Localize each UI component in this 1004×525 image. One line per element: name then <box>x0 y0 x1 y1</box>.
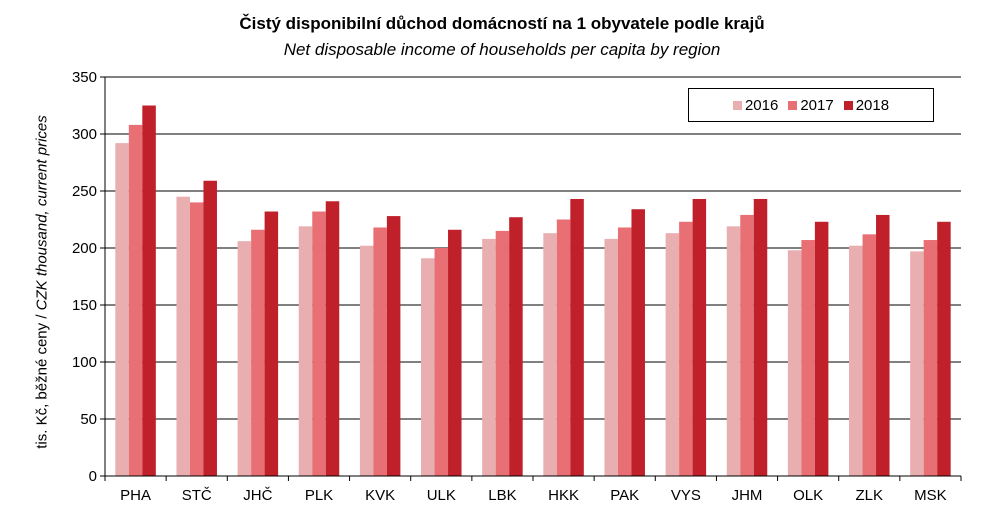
bar-jhč-2018 <box>264 211 279 476</box>
x-tick-label: MSK <box>914 487 947 504</box>
x-tick-label: ULK <box>427 487 456 504</box>
bar-jhm-2016 <box>726 226 741 476</box>
bar-plk-2018 <box>325 201 340 476</box>
bar-lbk-2016 <box>482 238 496 476</box>
bar-pha-2018 <box>142 105 156 476</box>
legend-swatch-2016 <box>732 100 742 110</box>
x-tick-label: HKK <box>548 487 579 504</box>
bar-ulk-2016 <box>421 258 435 476</box>
bar-hkk-2017 <box>556 219 571 476</box>
bar-olk-2018 <box>814 221 829 476</box>
bar-olk-2017 <box>801 240 815 476</box>
bar-hkk-2018 <box>570 198 584 477</box>
y-tick-label: 200 <box>72 240 97 257</box>
x-tick-label: PLK <box>305 487 333 504</box>
y-tick-label: 300 <box>72 126 97 143</box>
axes: 0 50 100 150 200 250 300 350 PHA STČ JHČ PLK KVK ULK L… <box>72 69 962 504</box>
y-tick-label: 250 <box>72 183 97 200</box>
bar-msk-2018 <box>937 221 951 476</box>
bar-jhm-2018 <box>753 198 768 477</box>
y-axis-label: tis. Kč, běžné ceny / CZK thousand, curr… <box>34 115 51 449</box>
bar-pha-2017 <box>128 124 143 476</box>
bar-zlk-2018 <box>876 214 890 476</box>
chart-title: Čistý disponibilní důchod domácností na … <box>239 14 765 33</box>
x-tick-label: VYS <box>671 487 701 504</box>
legend-item-2018: 2018 <box>843 96 890 114</box>
bar-zlk-2017 <box>862 234 877 476</box>
bar-lbk-2017 <box>495 230 510 476</box>
bar-plk-2017 <box>312 211 326 476</box>
legend-label-2016: 2016 <box>744 96 779 114</box>
bar-pak-2017 <box>617 227 632 476</box>
bar-hkk-2016 <box>543 233 557 476</box>
legend: 2016 2017 2018 <box>688 88 934 122</box>
bar-vys-2016 <box>665 233 680 476</box>
x-tick-label: ZLK <box>856 487 884 504</box>
x-tick-label: JHČ <box>243 487 272 504</box>
bars <box>115 105 951 477</box>
y-axis-label-english: CZK thousand, current prices <box>33 115 51 311</box>
legend-label-2017: 2017 <box>800 96 834 114</box>
bar-jhč-2017 <box>251 229 265 476</box>
bar-pha-2016 <box>115 143 129 476</box>
y-tick-label: 350 <box>72 69 97 86</box>
bar-stč-2018 <box>203 180 217 477</box>
bar-olk-2016 <box>787 250 802 476</box>
y-tick-label: 100 <box>72 354 97 371</box>
bar-vys-2017 <box>679 221 693 476</box>
bar-msk-2017 <box>923 240 938 476</box>
bar-msk-2016 <box>910 251 924 476</box>
legend-swatch-2017 <box>788 100 798 110</box>
y-tick-label: 0 <box>89 468 97 485</box>
x-tick-label: JHM <box>732 487 763 504</box>
y-tick-label: 150 <box>72 297 97 314</box>
bar-kvk-2017 <box>373 227 387 476</box>
bar-kvk-2016 <box>359 245 374 476</box>
bar-ulk-2017 <box>434 248 449 476</box>
x-tick-label: STČ <box>182 487 212 504</box>
bar-plk-2016 <box>298 226 313 476</box>
bar-pak-2018 <box>631 209 645 477</box>
bar-zlk-2016 <box>849 245 863 476</box>
bar-vys-2018 <box>692 198 707 477</box>
x-tick-label: KVK <box>365 487 395 504</box>
legend-label-2018: 2018 <box>855 96 890 114</box>
bar-lbk-2018 <box>509 217 523 476</box>
gridlines <box>105 76 961 477</box>
y-axis-label-czech: tis. Kč, běžné ceny / <box>33 310 51 449</box>
y-tick-label: 50 <box>80 411 97 428</box>
legend-swatch-2018 <box>843 100 853 110</box>
x-tick-label: PAK <box>610 487 639 504</box>
bar-kvk-2018 <box>386 216 401 476</box>
legend-item-2017: 2017 <box>788 96 834 114</box>
x-tick-label: OLK <box>793 487 823 504</box>
bar-stč-2017 <box>189 202 204 476</box>
x-tick-label: LBK <box>488 487 516 504</box>
x-tick-label: PHA <box>120 487 151 504</box>
bar-ulk-2018 <box>448 229 462 476</box>
legend-item-2016: 2016 <box>732 96 779 114</box>
bar-jhm-2017 <box>740 214 754 476</box>
bar-jhč-2016 <box>237 241 252 476</box>
chart-subtitle: Net disposable income of households per … <box>283 40 721 59</box>
bar-stč-2016 <box>176 196 190 476</box>
bar-pak-2016 <box>604 238 618 476</box>
